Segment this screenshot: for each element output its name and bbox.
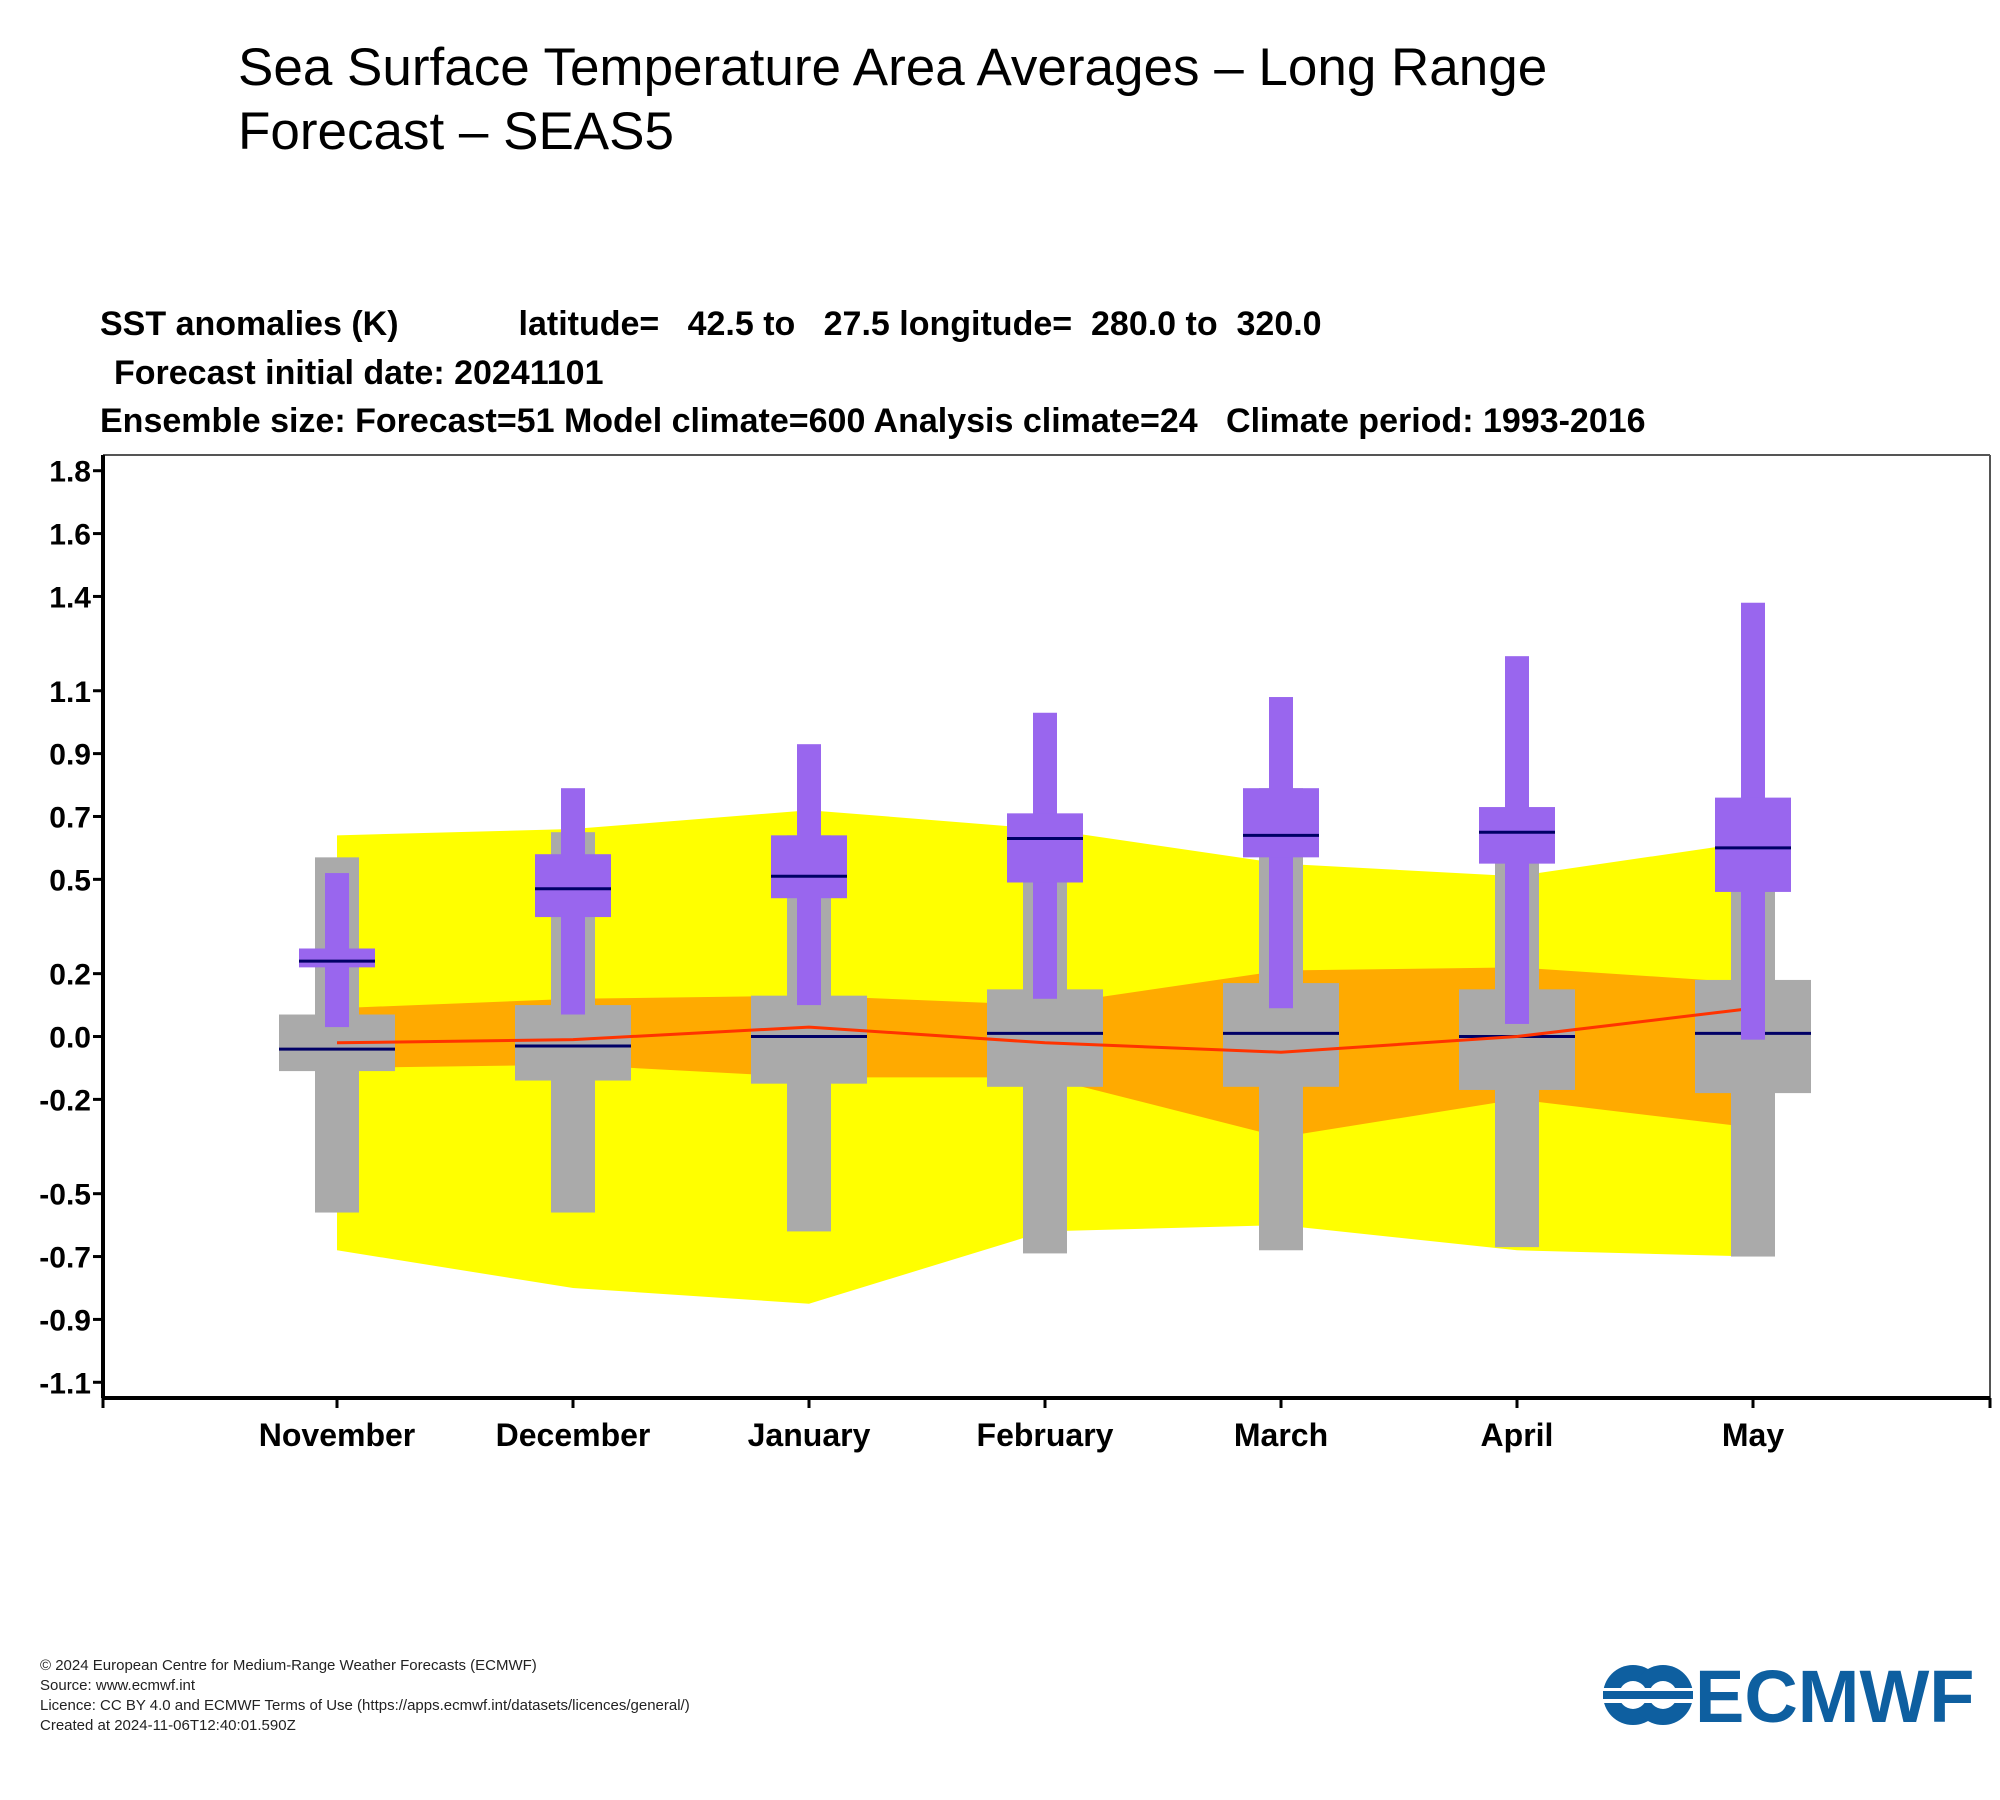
analysis-median-layer (336, 1006, 1754, 1054)
y-tick-label: 0.5 (49, 864, 91, 897)
analysis-median-line (336, 1006, 1754, 1054)
x-tick-label: November (259, 1417, 416, 1453)
y-tick-label: -1.1 (39, 1367, 91, 1400)
y-axis-ticks: 1.8 1.6 1.4 1.1 0.9 0.7 0.5 0.2 0.0 -0.2 -0.5 -0.7 -… (39, 456, 103, 1400)
y-tick-label: -0.7 (39, 1242, 91, 1275)
source-text: Source: www.ecmwf.int (40, 1677, 196, 1694)
x-tick-label: December (496, 1417, 651, 1453)
variable-label: SST anomalies (K) (100, 305, 399, 343)
x-tick-label: February (977, 1417, 1114, 1453)
ecmwf-logo: ECMWF (1603, 1660, 1973, 1730)
ecmwf-logo-icon (1603, 1665, 1693, 1725)
y-tick-label: 0.9 (49, 739, 91, 772)
copyright-text: © 2024 European Centre for Medium-Range … (40, 1657, 537, 1674)
forecast-box (771, 835, 847, 899)
y-tick-label: 1.8 (49, 456, 91, 489)
forecast-box (299, 948, 375, 968)
y-tick-label: 0.0 (49, 1022, 91, 1055)
y-tick-label: 1.6 (49, 519, 91, 552)
y-tick-label: -0.9 (39, 1304, 91, 1337)
created-text: Created at 2024-11-06T12:40:01.590Z (40, 1717, 296, 1734)
forecast-box (1007, 813, 1083, 883)
model-climate-box (751, 995, 867, 1084)
forecast-box-layer (299, 602, 1791, 1040)
x-tick-label: May (1722, 1417, 1784, 1453)
chart: 1.8 1.6 1.4 1.1 0.9 0.7 0.5 0.2 0.0 -0.2 -0.5 -0.7 -… (39, 454, 1992, 1453)
x-axis-ticks: November December January February March Apri… (259, 1398, 1784, 1453)
chart-header-line1: SST anomalies (K) latitude= 42.5 to 27.5 … (100, 305, 1322, 344)
forecast-box (535, 854, 611, 918)
y-tick-label: 1.1 (49, 676, 91, 709)
y-tick-label: -0.5 (39, 1179, 91, 1212)
x-tick-label: January (748, 1417, 871, 1453)
axes-layer (101, 454, 1992, 1408)
latitude-label: latitude= 42.5 to 27.5 (518, 305, 890, 343)
forecast-date-label: Forecast initial date: 20241101 (114, 354, 604, 392)
y-tick-label: 0.7 (49, 801, 91, 834)
model-climate-box (515, 1005, 631, 1081)
ensemble-size-label: Ensemble size: Forecast=51 Model climate… (100, 402, 1646, 440)
ecmwf-logo-text: ECMWF (1695, 1660, 1973, 1730)
y-tick-label: 1.4 (49, 581, 91, 614)
footer: © 2024 European Centre for Medium-Range … (40, 1656, 690, 1736)
forecast-box (1479, 807, 1555, 864)
forecast-box (1715, 797, 1791, 892)
model-climate-box (987, 989, 1103, 1087)
y-tick-label: -0.2 (39, 1084, 91, 1117)
x-tick-label: April (1481, 1417, 1554, 1453)
forecast-box (1243, 788, 1319, 858)
y-tick-label: 0.2 (49, 959, 91, 992)
licence-text: Licence: CC BY 4.0 and ECMWF Terms of Us… (40, 1697, 690, 1714)
x-tick-label: March (1234, 1417, 1328, 1453)
page-title: Sea Surface Temperature Area Averages – … (238, 38, 1548, 161)
longitude-label: longitude= 280.0 to 320.0 (899, 305, 1322, 343)
